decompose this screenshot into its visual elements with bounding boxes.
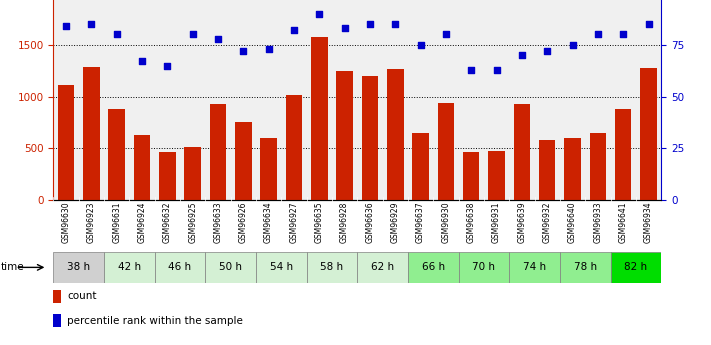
- Point: [237, 48, 249, 54]
- Bar: [615, 109, 631, 200]
- Text: 82 h: 82 h: [624, 263, 648, 272]
- Bar: [58, 85, 74, 200]
- Point: [111, 32, 122, 37]
- Point: [415, 42, 427, 48]
- Point: [491, 67, 502, 72]
- Point: [618, 32, 629, 37]
- Bar: [286, 95, 302, 200]
- Bar: [387, 69, 404, 200]
- Point: [213, 36, 224, 41]
- Bar: [184, 147, 201, 200]
- Bar: [459, 252, 509, 283]
- Text: 50 h: 50 h: [219, 263, 242, 272]
- Bar: [412, 133, 429, 200]
- Bar: [108, 109, 125, 200]
- Bar: [589, 133, 606, 200]
- Bar: [235, 122, 252, 200]
- Bar: [463, 152, 479, 200]
- Bar: [53, 252, 104, 283]
- Bar: [210, 104, 226, 200]
- Point: [161, 63, 173, 68]
- Bar: [357, 252, 408, 283]
- Text: 78 h: 78 h: [574, 263, 597, 272]
- Text: 70 h: 70 h: [472, 263, 496, 272]
- Text: 62 h: 62 h: [371, 263, 394, 272]
- Bar: [336, 71, 353, 200]
- Text: 46 h: 46 h: [169, 263, 191, 272]
- Bar: [256, 252, 306, 283]
- Point: [592, 32, 604, 37]
- Bar: [205, 252, 256, 283]
- Bar: [134, 135, 150, 200]
- Point: [516, 52, 528, 58]
- Point: [137, 59, 148, 64]
- Point: [85, 21, 97, 27]
- Bar: [306, 252, 357, 283]
- Bar: [53, 314, 61, 327]
- Point: [187, 32, 198, 37]
- Bar: [611, 252, 661, 283]
- Text: 38 h: 38 h: [67, 263, 90, 272]
- Bar: [641, 68, 657, 200]
- Bar: [159, 152, 176, 200]
- Point: [466, 67, 477, 72]
- Bar: [438, 103, 454, 200]
- Point: [314, 11, 325, 17]
- Bar: [539, 140, 555, 200]
- Point: [364, 21, 375, 27]
- Bar: [53, 290, 61, 303]
- Bar: [408, 252, 459, 283]
- Text: 42 h: 42 h: [118, 263, 141, 272]
- Bar: [83, 67, 100, 200]
- Point: [60, 23, 72, 29]
- Point: [643, 21, 654, 27]
- Point: [263, 46, 274, 52]
- Point: [440, 32, 451, 37]
- Text: 66 h: 66 h: [422, 263, 445, 272]
- Text: percentile rank within the sample: percentile rank within the sample: [68, 316, 243, 326]
- Text: 74 h: 74 h: [523, 263, 546, 272]
- Bar: [104, 252, 154, 283]
- Text: 58 h: 58 h: [321, 263, 343, 272]
- Bar: [488, 151, 505, 200]
- Point: [567, 42, 578, 48]
- Bar: [362, 76, 378, 200]
- Bar: [513, 104, 530, 200]
- Bar: [154, 252, 205, 283]
- Text: 54 h: 54 h: [269, 263, 293, 272]
- Point: [542, 48, 553, 54]
- Bar: [509, 252, 560, 283]
- Bar: [560, 252, 611, 283]
- Text: count: count: [68, 292, 97, 302]
- Bar: [565, 138, 581, 200]
- Bar: [260, 138, 277, 200]
- Point: [390, 21, 401, 27]
- Point: [288, 28, 299, 33]
- Point: [339, 26, 351, 31]
- Text: time: time: [1, 263, 24, 272]
- Bar: [311, 37, 328, 200]
